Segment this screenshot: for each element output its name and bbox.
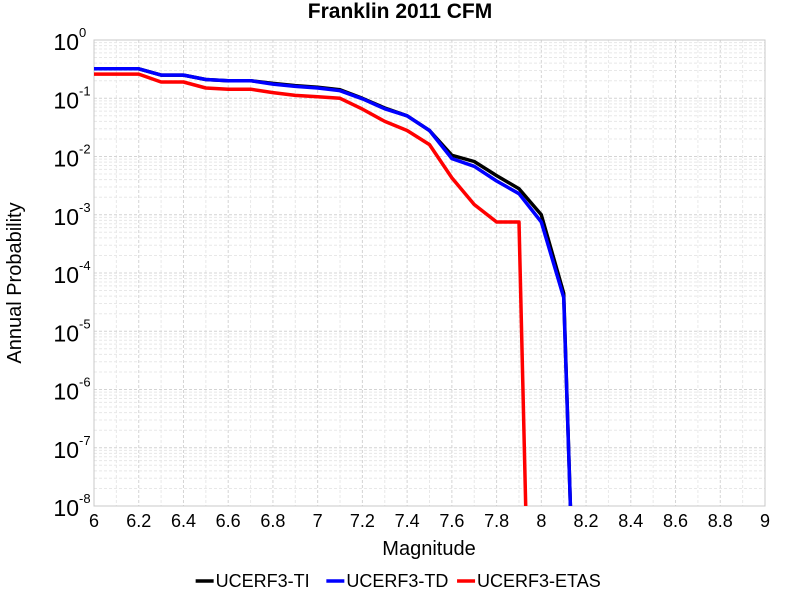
x-tick-label: 8.2 bbox=[574, 511, 599, 531]
x-tick-label: 8.8 bbox=[708, 511, 733, 531]
x-tick-label: 8.4 bbox=[618, 511, 643, 531]
x-tick-label: 9 bbox=[760, 511, 770, 531]
x-axis-label: Magnitude bbox=[382, 538, 475, 560]
x-tick-label: 8 bbox=[536, 511, 546, 531]
plot-area bbox=[93, 39, 766, 507]
y-tick-label: 10 bbox=[53, 87, 79, 113]
x-tick-label: 7.8 bbox=[484, 511, 509, 531]
x-tick-label: 6.2 bbox=[126, 511, 151, 531]
x-tick-label: 7 bbox=[313, 511, 323, 531]
x-axis-ticks: 6 6.2 6.4 6.6 6.8 7 7.2 7.4 7.6 7.8 8 8.2 8.4 8.6 8.8 9 bbox=[89, 511, 770, 531]
x-tick-label: 8.6 bbox=[663, 511, 688, 531]
legend-label: UCERF3-TD bbox=[346, 571, 448, 591]
legend-label: UCERF3-ETAS bbox=[477, 571, 601, 591]
y-tick-exponent: -1 bbox=[79, 83, 91, 98]
legend: UCERF3-TI UCERF3-TD UCERF3-ETAS bbox=[195, 571, 601, 591]
series-line bbox=[94, 72, 528, 507]
y-tick-exponent: -2 bbox=[79, 142, 91, 157]
x-tick-label: 6.8 bbox=[260, 511, 285, 531]
y-tick-exponent: -4 bbox=[79, 258, 91, 273]
chart-title: Franklin 2011 CFM bbox=[308, 0, 492, 23]
y-tick-exponent: -8 bbox=[79, 491, 91, 506]
y-tick-exponent: -6 bbox=[79, 375, 91, 390]
x-tick-label: 6.6 bbox=[216, 511, 241, 531]
x-tick-label: 6.4 bbox=[171, 511, 196, 531]
y-tick-label: 10 bbox=[53, 437, 79, 463]
x-tick-label: 6 bbox=[89, 511, 99, 531]
y-tick-label: 10 bbox=[53, 146, 79, 172]
y-tick-exponent: 0 bbox=[79, 25, 86, 40]
x-tick-label: 7.2 bbox=[350, 511, 375, 531]
y-tick-label: 10 bbox=[53, 262, 79, 288]
legend-label: UCERF3-TI bbox=[216, 571, 310, 591]
y-tick-label: 10 bbox=[53, 379, 79, 405]
y-tick-label: 10 bbox=[53, 495, 79, 521]
y-axis-label: Annual Probability bbox=[4, 202, 26, 363]
y-tick-exponent: -3 bbox=[79, 200, 91, 215]
x-tick-label: 7.4 bbox=[395, 511, 420, 531]
y-tick-exponent: -5 bbox=[79, 316, 91, 331]
y-tick-label: 10 bbox=[53, 204, 79, 230]
y-tick-exponent: -7 bbox=[79, 433, 91, 448]
y-tick-label: 10 bbox=[53, 320, 79, 346]
y-tick-label: 10 bbox=[53, 29, 79, 55]
grid bbox=[93, 39, 766, 507]
series-line bbox=[94, 67, 573, 507]
series-layer bbox=[94, 67, 573, 507]
x-tick-label: 7.6 bbox=[439, 511, 464, 531]
